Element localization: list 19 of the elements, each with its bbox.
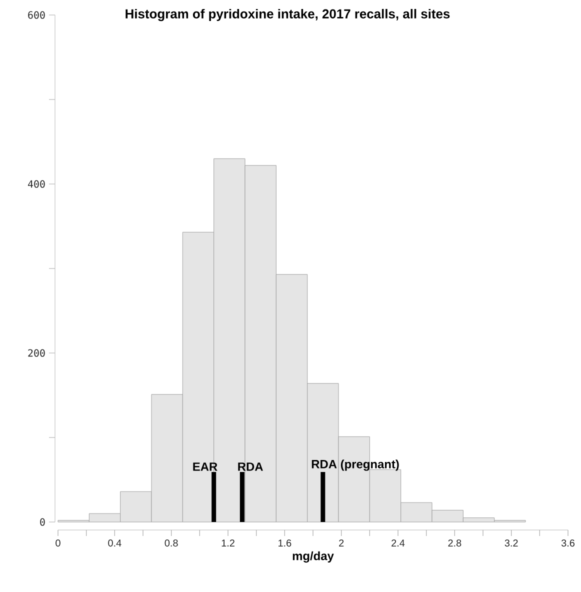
x-tick-label: 0.4 bbox=[108, 540, 122, 547]
y-tick-label: 400 bbox=[28, 180, 45, 188]
ref-line-label: RDA bbox=[238, 462, 263, 471]
x-tick-label: 0.8 bbox=[164, 540, 178, 547]
y-tick-label: 0 bbox=[40, 518, 45, 526]
x-tick-label: 2.4 bbox=[392, 540, 405, 546]
x-tick-label: 3.6 bbox=[561, 540, 574, 547]
y-tick-label: 200 bbox=[28, 349, 45, 357]
chart-title: Histogram of pyridoxine intake, 2017 recalls, all sites bbox=[126, 8, 450, 22]
y-tick-label: 600 bbox=[28, 11, 45, 19]
x-axis-title: mg/day bbox=[292, 551, 334, 563]
ref-line-label: RDA (pregnant) bbox=[312, 460, 399, 471]
x-tick-label: 0 bbox=[56, 540, 60, 547]
x-tick-label: 2 bbox=[339, 540, 344, 546]
x-tick-label: 1.2 bbox=[222, 540, 234, 546]
x-tick-label: 2.8 bbox=[448, 540, 462, 547]
ref-line-label: EAR bbox=[193, 462, 218, 471]
x-tick-label: 3.2 bbox=[504, 540, 518, 547]
x-tick-label: 1.6 bbox=[278, 540, 292, 547]
